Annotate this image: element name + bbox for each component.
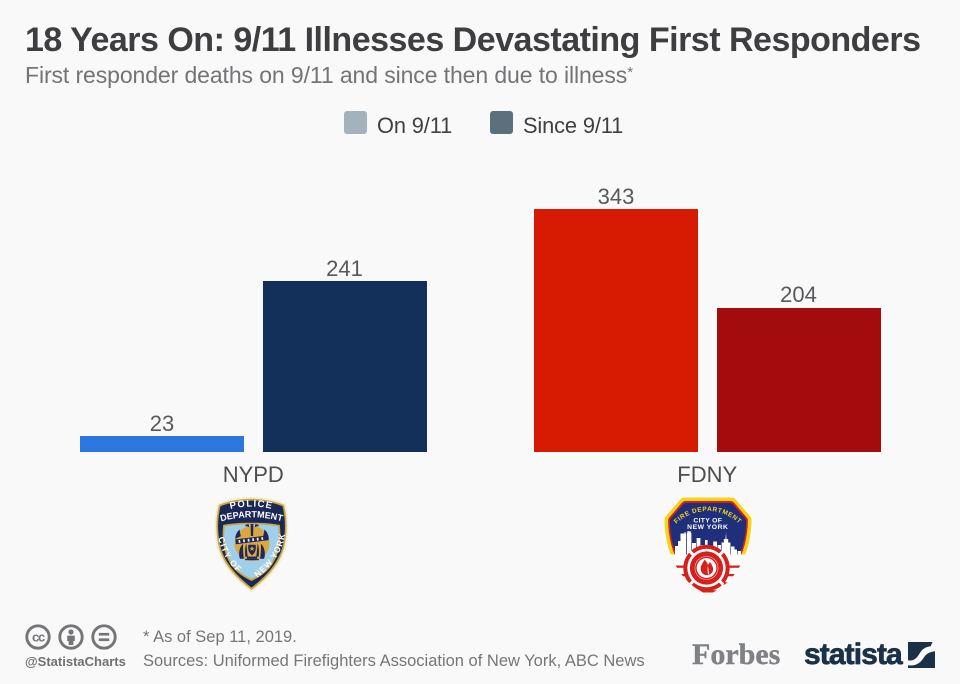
svg-text:NEW YORK: NEW YORK xyxy=(687,524,728,531)
svg-text:DEPARTMENT: DEPARTMENT xyxy=(219,509,284,523)
svg-text:cc: cc xyxy=(32,630,45,645)
svg-text:POLICE: POLICE xyxy=(229,498,274,512)
svg-text:CITY OF: CITY OF xyxy=(693,518,722,525)
